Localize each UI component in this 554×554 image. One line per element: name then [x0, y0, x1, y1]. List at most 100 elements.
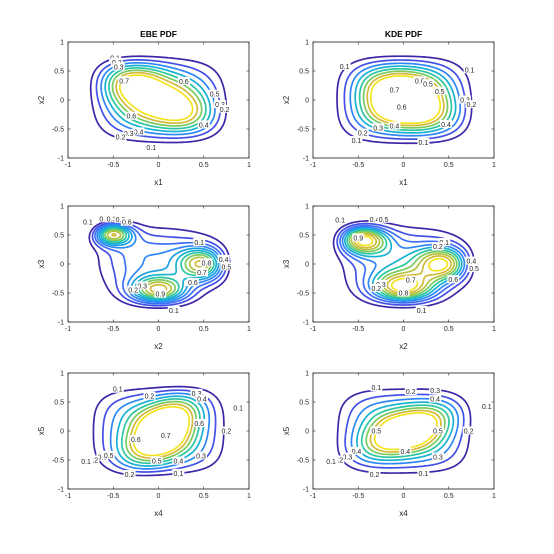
contour-label: 0.4	[390, 124, 400, 131]
y-tick-label: -1	[303, 320, 309, 327]
contour-label: 0.1	[194, 240, 204, 247]
contour-level-0-7	[348, 230, 458, 298]
contour-label: 0.3	[98, 455, 108, 462]
contour-label-bg	[415, 305, 428, 314]
y-axis-label: x2	[37, 95, 46, 104]
contour-label-bg	[370, 283, 383, 292]
contour-label-bg	[480, 402, 493, 411]
x-axis-label: x1	[399, 178, 408, 187]
contour-label-bg	[193, 418, 206, 427]
x-tick-label: -0.5	[352, 326, 364, 333]
contour-label-bg	[167, 305, 180, 314]
y-tick-label: 0.5	[299, 69, 309, 76]
contour-label-bg	[468, 264, 481, 273]
contour-level-0-8	[350, 232, 455, 296]
contour-label: 0.4	[441, 122, 451, 129]
contour-label-bg	[129, 435, 142, 444]
x-tick-label: 0	[402, 162, 406, 169]
contour-level-0-4	[104, 64, 212, 133]
contour-label-bg	[122, 129, 135, 138]
contour-label: 0.1	[326, 459, 336, 466]
y-tick-label: -0.5	[52, 458, 64, 465]
contour-label: 0.1	[146, 145, 156, 152]
y-tick-label: -0.5	[52, 127, 64, 134]
y-tick-label: 1	[60, 40, 64, 47]
contour-label-bg	[374, 279, 387, 288]
contour-label-bg	[372, 123, 385, 132]
contour-level-0-3	[109, 392, 211, 470]
contour-label: 0.3	[196, 453, 206, 460]
x-tick-label: 1	[247, 162, 251, 169]
contour-label-bg	[154, 289, 167, 298]
contour-label: 0.1	[113, 387, 123, 394]
contour-label: 0.1	[352, 138, 362, 145]
contour-label: 0.6	[122, 220, 132, 227]
contour-label: 0.2	[406, 389, 416, 396]
y-tick-label: 0.5	[299, 400, 309, 407]
contour-label-bg	[397, 288, 410, 297]
contour-label-bg	[388, 85, 401, 94]
y-tick-label: -1	[58, 320, 64, 327]
contour-label: 0.7	[390, 88, 400, 95]
y-tick-label: 0	[60, 429, 64, 436]
contour-label: 0.3	[430, 388, 440, 395]
contour-label-bg	[195, 394, 208, 403]
contour-label: 0.5	[104, 453, 114, 460]
y-tick-label: -0.5	[297, 291, 309, 298]
contour-level-0-2	[95, 59, 222, 139]
x-tick-label: 0.5	[199, 326, 209, 333]
y-axis-label: x3	[37, 259, 46, 268]
x-tick-label: 0	[157, 493, 161, 500]
contour-lines	[88, 219, 231, 309]
y-tick-label: 0	[305, 262, 309, 269]
x-axis-label: x2	[399, 342, 408, 351]
contour-label-bg	[341, 452, 354, 461]
y-tick-label: 0.5	[54, 400, 64, 407]
contour-label-bg	[112, 62, 125, 71]
contour-level-0-4	[115, 395, 206, 467]
contour-label-bg	[110, 57, 123, 66]
x-axis-label: x1	[154, 178, 163, 187]
contour-label-bg	[195, 268, 208, 277]
contour-label: 0.4	[352, 449, 362, 456]
contour-label: 0.2	[370, 472, 380, 479]
y-tick-label: -1	[58, 156, 64, 163]
contour-label: 0.1	[335, 217, 345, 224]
plot-frame	[67, 41, 250, 159]
contour-label: 0.1	[439, 240, 449, 247]
contour-label: 0.3	[433, 455, 443, 462]
x-tick-label: 0.5	[199, 162, 209, 169]
contour-label: 0.2	[125, 472, 135, 479]
x-tick-label: 0	[402, 326, 406, 333]
contour-label: 0.4	[370, 217, 380, 224]
contour-label: 0.5	[152, 459, 162, 466]
contour-label: 0.1	[417, 308, 427, 315]
contour-label-bg	[350, 136, 363, 145]
contour-label-bg	[98, 214, 111, 223]
x-tick-label: -1	[65, 493, 71, 500]
x-tick-label: -1	[310, 162, 316, 169]
contour-label: 0.1	[340, 64, 350, 71]
y-axis-label: x2	[282, 95, 291, 104]
contour-label-bg	[332, 455, 345, 464]
contour-label: 0.2	[433, 244, 443, 251]
contour-level-0-1	[92, 385, 225, 477]
contour-level-0-3	[349, 62, 462, 137]
contour-level-0-3	[339, 224, 469, 304]
contour-level-0-4	[356, 401, 455, 462]
contour-label-bg	[217, 254, 230, 263]
contour-label-bg	[177, 76, 190, 85]
contour-label-bg	[399, 446, 412, 455]
contour-label: 0.5	[379, 217, 389, 224]
contour-label-bg	[105, 214, 118, 223]
contour-label: 0.3	[373, 125, 383, 132]
y-tick-label: -0.5	[297, 458, 309, 465]
contour-label-bg	[102, 450, 115, 459]
x-tick-label: 0	[402, 493, 406, 500]
contour-label: 0.1	[174, 471, 184, 478]
x-tick-label: -0.5	[107, 326, 119, 333]
contour-label: 0.1	[482, 404, 492, 411]
contour-label-bg	[232, 403, 245, 412]
contour-label: 0.5	[222, 264, 232, 271]
contour-panel-3: 0.1 0.20.3 0.50.60.10.8 0.40.50.70.60.90.30…	[37, 204, 251, 352]
